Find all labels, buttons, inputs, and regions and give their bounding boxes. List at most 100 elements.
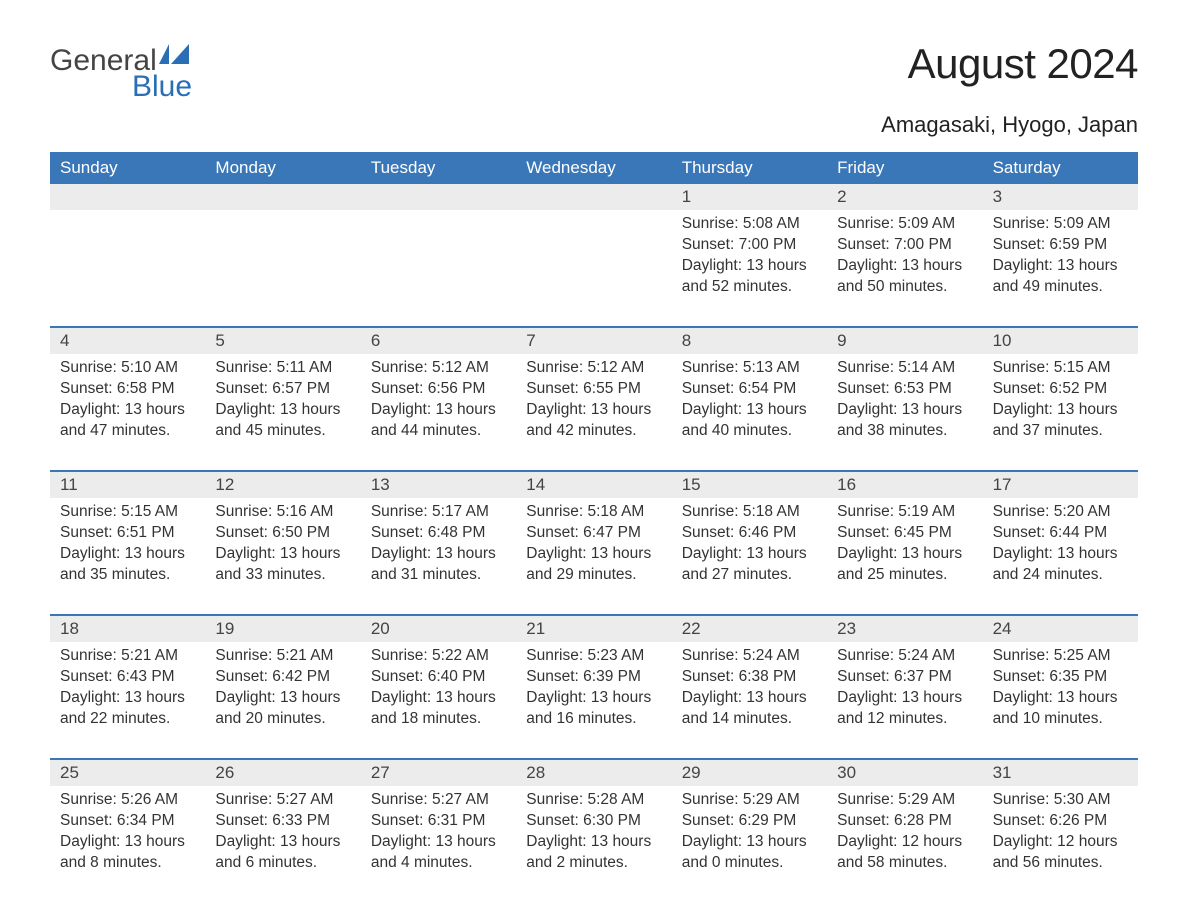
day-number: 7 xyxy=(516,328,671,354)
day-number: 3 xyxy=(983,184,1138,210)
daylight-line: Daylight: 13 hours and 29 minutes. xyxy=(526,544,661,586)
daylight-line: Daylight: 13 hours and 33 minutes. xyxy=(215,544,350,586)
day-cell: Sunrise: 5:27 AMSunset: 6:33 PMDaylight:… xyxy=(205,786,360,876)
day-cell: Sunrise: 5:12 AMSunset: 6:55 PMDaylight:… xyxy=(516,354,671,444)
sunset-line: Sunset: 6:42 PM xyxy=(215,667,350,688)
day-number: 9 xyxy=(827,328,982,354)
daylight-line: Daylight: 13 hours and 49 minutes. xyxy=(993,256,1128,298)
calendar: SundayMondayTuesdayWednesdayThursdayFrid… xyxy=(50,152,1138,876)
day-number: 15 xyxy=(672,472,827,498)
daylight-line: Daylight: 13 hours and 31 minutes. xyxy=(371,544,506,586)
day-number: 24 xyxy=(983,616,1138,642)
day-number: 28 xyxy=(516,760,671,786)
day-number: 20 xyxy=(361,616,516,642)
sunset-line: Sunset: 7:00 PM xyxy=(682,235,817,256)
weekday-label: Wednesday xyxy=(516,152,671,184)
daylight-line: Daylight: 13 hours and 38 minutes. xyxy=(837,400,972,442)
sunset-line: Sunset: 6:51 PM xyxy=(60,523,195,544)
sunrise-line: Sunrise: 5:12 AM xyxy=(526,358,661,379)
day-number: 4 xyxy=(50,328,205,354)
weekday-label: Monday xyxy=(205,152,360,184)
sunset-line: Sunset: 6:28 PM xyxy=(837,811,972,832)
sunrise-line: Sunrise: 5:14 AM xyxy=(837,358,972,379)
header: General Blue August 2024 xyxy=(50,40,1138,102)
day-cell: Sunrise: 5:24 AMSunset: 6:38 PMDaylight:… xyxy=(672,642,827,732)
sunrise-line: Sunrise: 5:11 AM xyxy=(215,358,350,379)
sunrise-line: Sunrise: 5:13 AM xyxy=(682,358,817,379)
day-cell: Sunrise: 5:17 AMSunset: 6:48 PMDaylight:… xyxy=(361,498,516,588)
daylight-line: Daylight: 13 hours and 47 minutes. xyxy=(60,400,195,442)
week: 11121314151617Sunrise: 5:15 AMSunset: 6:… xyxy=(50,470,1138,588)
day-number-row: 25262728293031 xyxy=(50,760,1138,786)
day-number: 1 xyxy=(672,184,827,210)
day-number: 13 xyxy=(361,472,516,498)
sunrise-line: Sunrise: 5:21 AM xyxy=(60,646,195,667)
day-number: 18 xyxy=(50,616,205,642)
day-number: 22 xyxy=(672,616,827,642)
sunset-line: Sunset: 6:48 PM xyxy=(371,523,506,544)
day-cell: Sunrise: 5:21 AMSunset: 6:42 PMDaylight:… xyxy=(205,642,360,732)
sunset-line: Sunset: 6:58 PM xyxy=(60,379,195,400)
weekday-header: SundayMondayTuesdayWednesdayThursdayFrid… xyxy=(50,152,1138,184)
day-number-row: 45678910 xyxy=(50,328,1138,354)
sunrise-line: Sunrise: 5:16 AM xyxy=(215,502,350,523)
daylight-line: Daylight: 13 hours and 22 minutes. xyxy=(60,688,195,730)
day-cell: Sunrise: 5:26 AMSunset: 6:34 PMDaylight:… xyxy=(50,786,205,876)
sunrise-line: Sunrise: 5:18 AM xyxy=(526,502,661,523)
sunset-line: Sunset: 6:59 PM xyxy=(993,235,1128,256)
day-number: 30 xyxy=(827,760,982,786)
sunset-line: Sunset: 6:47 PM xyxy=(526,523,661,544)
daylight-line: Daylight: 13 hours and 42 minutes. xyxy=(526,400,661,442)
daylight-line: Daylight: 13 hours and 18 minutes. xyxy=(371,688,506,730)
sunset-line: Sunset: 6:43 PM xyxy=(60,667,195,688)
day-cell: Sunrise: 5:13 AMSunset: 6:54 PMDaylight:… xyxy=(672,354,827,444)
day-number-row: 11121314151617 xyxy=(50,472,1138,498)
daylight-line: Daylight: 13 hours and 16 minutes. xyxy=(526,688,661,730)
day-cell: Sunrise: 5:11 AMSunset: 6:57 PMDaylight:… xyxy=(205,354,360,444)
sunrise-line: Sunrise: 5:21 AM xyxy=(215,646,350,667)
sunset-line: Sunset: 6:52 PM xyxy=(993,379,1128,400)
day-number xyxy=(361,184,516,210)
sunrise-line: Sunrise: 5:19 AM xyxy=(837,502,972,523)
day-cell: Sunrise: 5:20 AMSunset: 6:44 PMDaylight:… xyxy=(983,498,1138,588)
day-number: 29 xyxy=(672,760,827,786)
sunrise-line: Sunrise: 5:09 AM xyxy=(993,214,1128,235)
sunrise-line: Sunrise: 5:29 AM xyxy=(837,790,972,811)
weekday-label: Thursday xyxy=(672,152,827,184)
sunset-line: Sunset: 6:26 PM xyxy=(993,811,1128,832)
day-number: 21 xyxy=(516,616,671,642)
day-cell: Sunrise: 5:12 AMSunset: 6:56 PMDaylight:… xyxy=(361,354,516,444)
sunrise-line: Sunrise: 5:12 AM xyxy=(371,358,506,379)
day-number xyxy=(205,184,360,210)
daylight-line: Daylight: 13 hours and 45 minutes. xyxy=(215,400,350,442)
day-cell: Sunrise: 5:14 AMSunset: 6:53 PMDaylight:… xyxy=(827,354,982,444)
weekday-label: Sunday xyxy=(50,152,205,184)
day-number: 12 xyxy=(205,472,360,498)
sunset-line: Sunset: 6:53 PM xyxy=(837,379,972,400)
day-number: 25 xyxy=(50,760,205,786)
sunset-line: Sunset: 6:33 PM xyxy=(215,811,350,832)
sunrise-line: Sunrise: 5:15 AM xyxy=(993,358,1128,379)
sunrise-line: Sunrise: 5:25 AM xyxy=(993,646,1128,667)
week: 18192021222324Sunrise: 5:21 AMSunset: 6:… xyxy=(50,614,1138,732)
daylight-line: Daylight: 13 hours and 50 minutes. xyxy=(837,256,972,298)
daylight-line: Daylight: 13 hours and 4 minutes. xyxy=(371,832,506,874)
day-cell: Sunrise: 5:18 AMSunset: 6:47 PMDaylight:… xyxy=(516,498,671,588)
day-number: 26 xyxy=(205,760,360,786)
day-cell: Sunrise: 5:25 AMSunset: 6:35 PMDaylight:… xyxy=(983,642,1138,732)
sunset-line: Sunset: 6:55 PM xyxy=(526,379,661,400)
day-body-row: Sunrise: 5:21 AMSunset: 6:43 PMDaylight:… xyxy=(50,642,1138,732)
day-cell: Sunrise: 5:30 AMSunset: 6:26 PMDaylight:… xyxy=(983,786,1138,876)
day-number: 14 xyxy=(516,472,671,498)
daylight-line: Daylight: 13 hours and 14 minutes. xyxy=(682,688,817,730)
day-cell: Sunrise: 5:29 AMSunset: 6:29 PMDaylight:… xyxy=(672,786,827,876)
sunrise-line: Sunrise: 5:22 AM xyxy=(371,646,506,667)
sunset-line: Sunset: 6:38 PM xyxy=(682,667,817,688)
sunrise-line: Sunrise: 5:24 AM xyxy=(837,646,972,667)
daylight-line: Daylight: 13 hours and 25 minutes. xyxy=(837,544,972,586)
day-number: 5 xyxy=(205,328,360,354)
day-cell: Sunrise: 5:09 AMSunset: 7:00 PMDaylight:… xyxy=(827,210,982,300)
sunset-line: Sunset: 6:54 PM xyxy=(682,379,817,400)
day-number xyxy=(50,184,205,210)
sunrise-line: Sunrise: 5:17 AM xyxy=(371,502,506,523)
